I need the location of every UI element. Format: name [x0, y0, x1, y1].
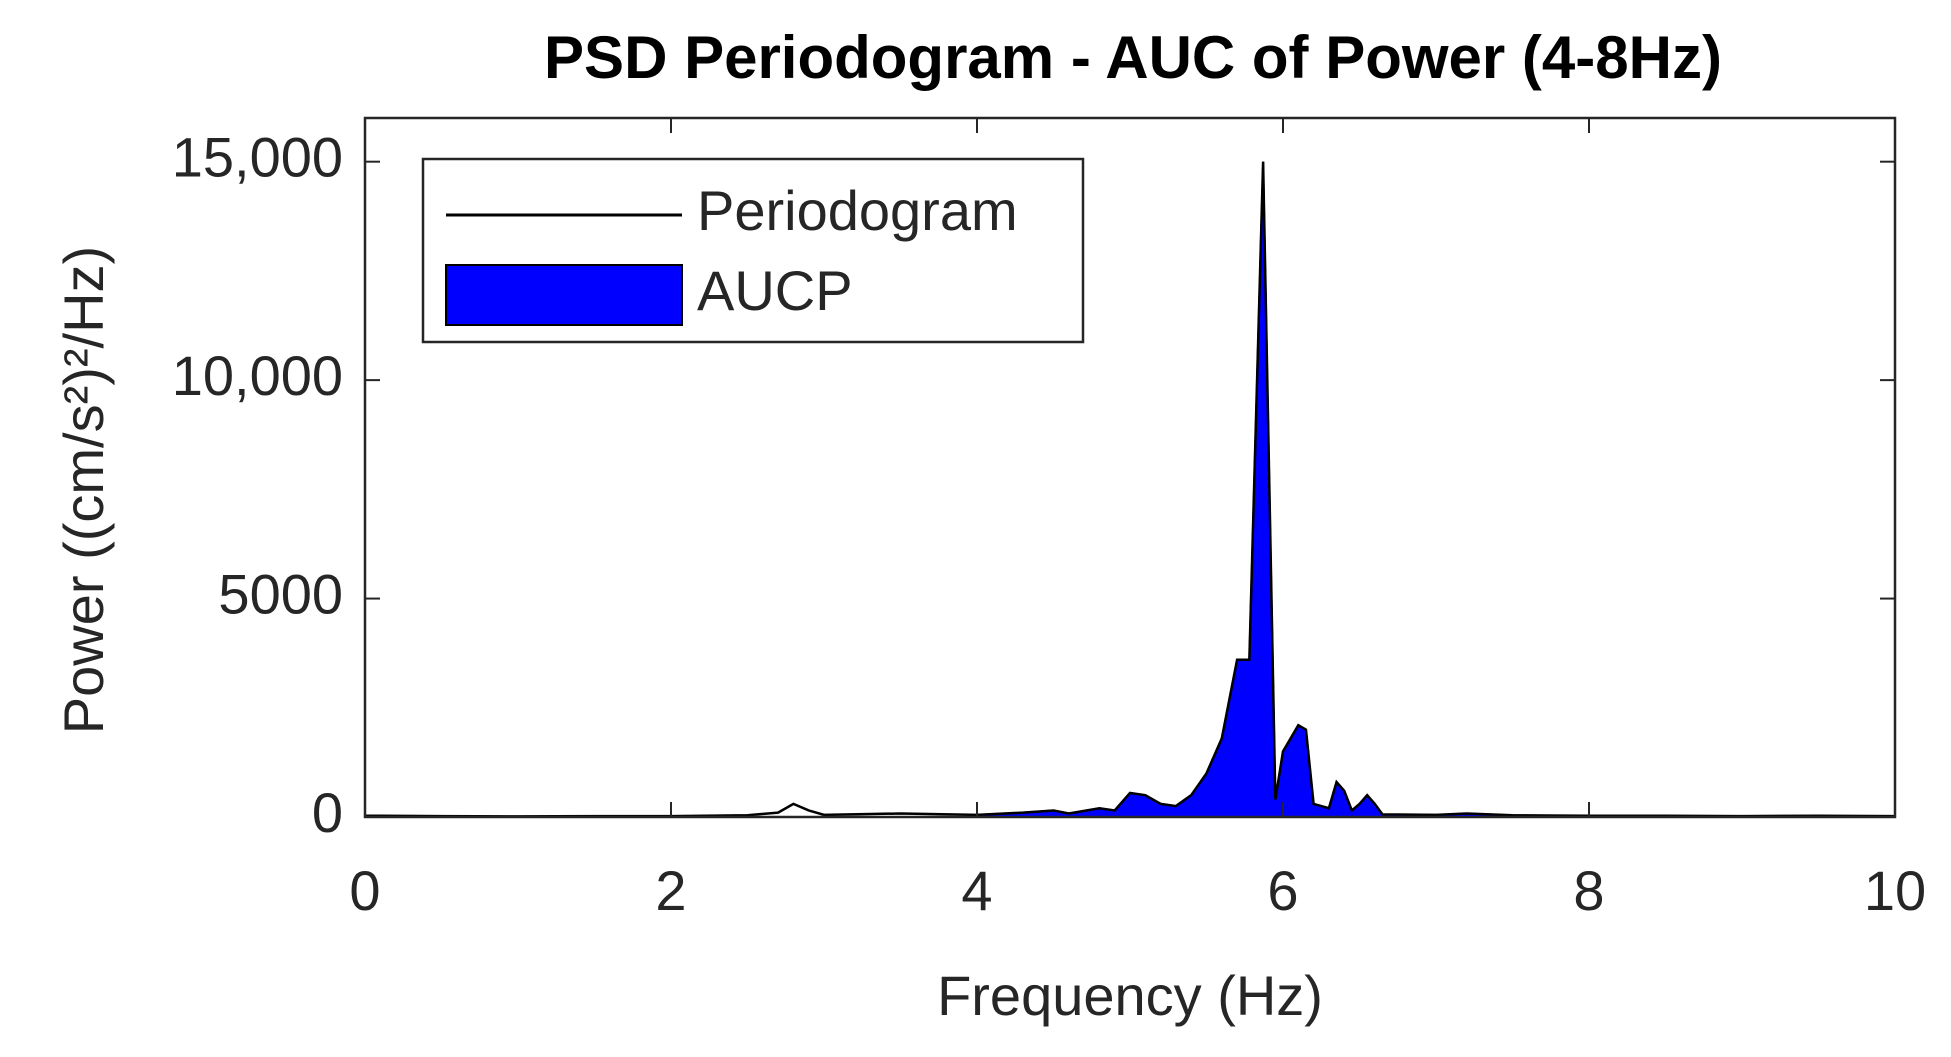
- x-tick-label: 6: [1267, 859, 1298, 922]
- legend-label: Periodogram: [697, 179, 1018, 242]
- y-tick-label: 15,000: [172, 125, 343, 188]
- x-axis-label: Frequency (Hz): [937, 964, 1323, 1027]
- line: [364, 161, 1896, 818]
- y-tick-label: 5000: [218, 562, 343, 625]
- y-tick-label: 10,000: [172, 344, 343, 407]
- y-axis-label: Power ((cm/s²)²/Hz): [52, 246, 115, 734]
- x-tick-label: 0: [349, 859, 380, 922]
- y-tick-label: 0: [312, 781, 343, 844]
- x-tick-label: 4: [961, 859, 992, 922]
- chart-title: PSD Periodogram - AUC of Power (4-8Hz): [544, 24, 1722, 91]
- x-tick-label: 8: [1573, 859, 1604, 922]
- legend-label: AUCP: [697, 259, 853, 322]
- x-tick-label: 10: [1864, 859, 1926, 922]
- x-tick-label: 2: [655, 859, 686, 922]
- legend-swatch: [445, 264, 683, 326]
- plot-frame: [363, 116, 1897, 819]
